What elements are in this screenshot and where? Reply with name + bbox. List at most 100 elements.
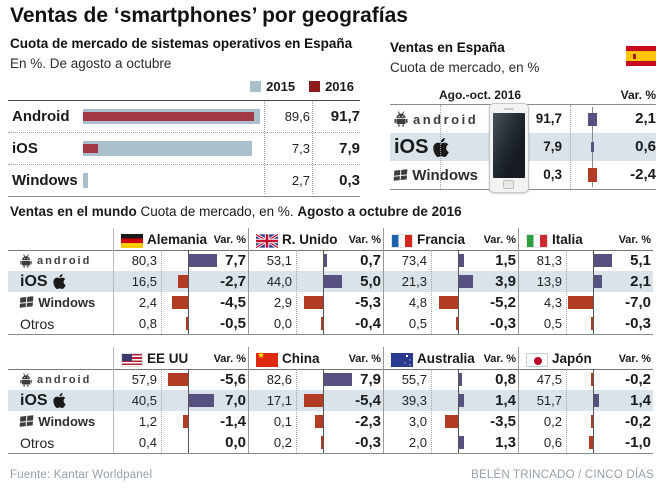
share-value: 4,3 (543, 295, 562, 310)
share-value: 91,7 (535, 111, 562, 126)
var-column-header: Var. % (213, 353, 246, 365)
ios-label: iOS (20, 392, 66, 410)
var-value: 1,4 (495, 392, 516, 409)
share-value: 2,4 (138, 295, 157, 310)
country-flag (121, 351, 143, 369)
os-cell: iOS (20, 271, 66, 292)
var-bar (178, 275, 188, 288)
var-value: -2,4 (630, 166, 656, 183)
windows-logo-icon (393, 169, 408, 181)
country-flag (256, 232, 278, 250)
var-bar (591, 373, 593, 386)
share-value: 0,8 (138, 316, 157, 331)
os-cell: Windows (19, 411, 95, 432)
share-value: 0,0 (273, 316, 292, 331)
spain-flag-icon (626, 46, 656, 66)
share-value: 0,2 (543, 414, 562, 429)
var-axis (323, 250, 324, 334)
var-bar (439, 296, 458, 309)
var-bar (168, 373, 188, 386)
var-column-header: Var. % (483, 234, 516, 246)
source-note: Fuente: Kantar Worldpanel (10, 469, 153, 481)
var-value: 1,3 (495, 434, 516, 451)
column-divider (440, 105, 441, 189)
bar-track (83, 141, 260, 156)
var-column-header: Var. % (348, 234, 381, 246)
var-column-header: Var. % (213, 234, 246, 246)
os-cell: Otros (20, 432, 54, 453)
country-name: Italia (552, 232, 583, 247)
var-value: 0,0 (225, 434, 246, 451)
australia-flag-icon (391, 352, 413, 367)
windows-label: Windows (393, 167, 478, 184)
var-value: 7,0 (225, 392, 246, 409)
var-value: 1,5 (495, 252, 516, 269)
country-divider (248, 347, 249, 453)
var-bar (568, 296, 593, 309)
column-divider (566, 250, 567, 334)
spain-flag-emblem (633, 54, 636, 59)
var-value: -5,2 (490, 294, 516, 311)
os-row: iOS 7,3 7,9 (8, 132, 360, 164)
var-bar (324, 373, 352, 386)
var-bar (186, 317, 188, 330)
share-value: 0,4 (138, 435, 157, 450)
var-bar (459, 254, 464, 267)
var-bar (324, 275, 342, 288)
var-axis (188, 369, 189, 453)
var-bar (321, 317, 323, 330)
value-2015: 7,3 (291, 141, 310, 156)
var-value: 2,1 (635, 110, 656, 127)
column-divider (264, 101, 265, 194)
italy-flag-icon (526, 233, 548, 248)
share-value: 13,9 (536, 274, 562, 289)
var-column-header: Var. % (348, 353, 381, 365)
share-value: 21,3 (401, 274, 427, 289)
share-value: 73,4 (401, 253, 427, 268)
var-bar (189, 254, 217, 267)
share-value: 17,1 (266, 393, 292, 408)
var-axis (458, 250, 459, 334)
label-divider (113, 347, 114, 453)
row-highlight (8, 390, 653, 411)
var-value: 7,7 (225, 252, 246, 269)
world-heading-normal: Cuota de mercado, en %. (136, 204, 298, 219)
os-cell: Windows (393, 161, 478, 189)
world-table-1: android iOS Windows Otros Alemania Var. % 8… (8, 228, 653, 335)
share-value: 39,3 (401, 393, 427, 408)
share-value: 0,3 (543, 167, 562, 182)
column-divider (570, 105, 571, 189)
column-divider (161, 250, 162, 334)
var-axis (593, 250, 594, 334)
country-flag (391, 351, 413, 369)
country-divider (383, 347, 384, 453)
share-value: 82,6 (266, 372, 292, 387)
share-value: 40,5 (131, 393, 157, 408)
var-value: -5,4 (355, 392, 381, 409)
var-value: -0,2 (625, 371, 651, 388)
var-value: 1,4 (630, 392, 651, 409)
var-bar (183, 415, 188, 428)
var-value: 5,0 (360, 273, 381, 290)
phone-home-button (503, 180, 514, 189)
page-title: Ventas de ‘smartphones’ por geografías (10, 4, 408, 27)
os-cell: android (394, 105, 478, 133)
world-heading-date: Agosto a octubre de 2016 (297, 204, 462, 219)
os-row-label: iOS (12, 140, 38, 157)
var-value: 0,7 (360, 252, 381, 269)
france-flag-icon (391, 233, 413, 248)
var-bar (594, 254, 612, 267)
var-bar (304, 394, 323, 407)
var-value: 3,9 (495, 273, 516, 290)
share-value: 57,9 (131, 372, 157, 387)
var-value: -5,3 (355, 294, 381, 311)
country-divider (248, 228, 249, 334)
spain-sales-title: Ventas en España (390, 40, 505, 55)
smartphone-image (489, 103, 529, 193)
var-axis (458, 369, 459, 453)
var-column-header: Var. % (618, 234, 651, 246)
column-divider (431, 250, 432, 334)
var-column-header: Var. % (618, 353, 651, 365)
var-bar (189, 394, 214, 407)
chart-legend: 2015 2016 (8, 78, 354, 96)
